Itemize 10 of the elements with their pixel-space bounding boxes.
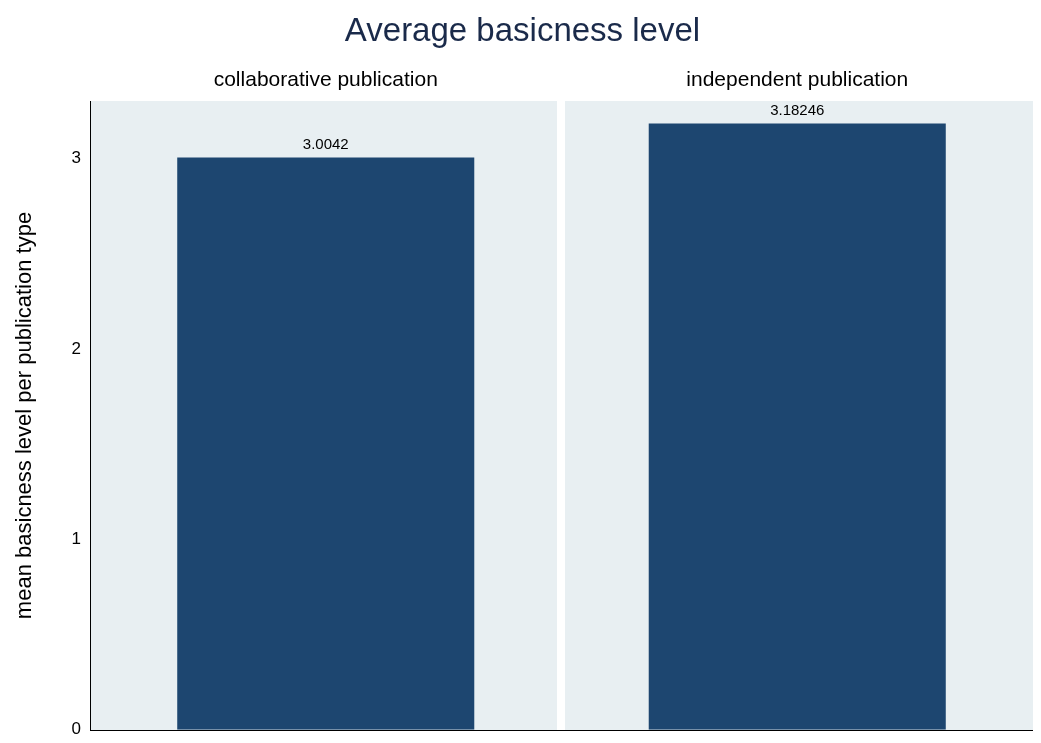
data-label: 3.18246 [770,101,825,119]
y-tick-label: 3 [71,148,81,168]
x-tick-label: collaborative publication [213,67,438,91]
y-axis-title: mean basicness level per publication type [11,211,37,620]
y-tick-label: 2 [71,338,81,358]
y-tick-label: 1 [71,529,81,548]
chart-title: Average basicness level [343,10,702,50]
y-tick-label: 0 [71,719,81,739]
data-label: 3.0042 [302,135,349,153]
x-tick-label: independent publication [686,67,909,91]
